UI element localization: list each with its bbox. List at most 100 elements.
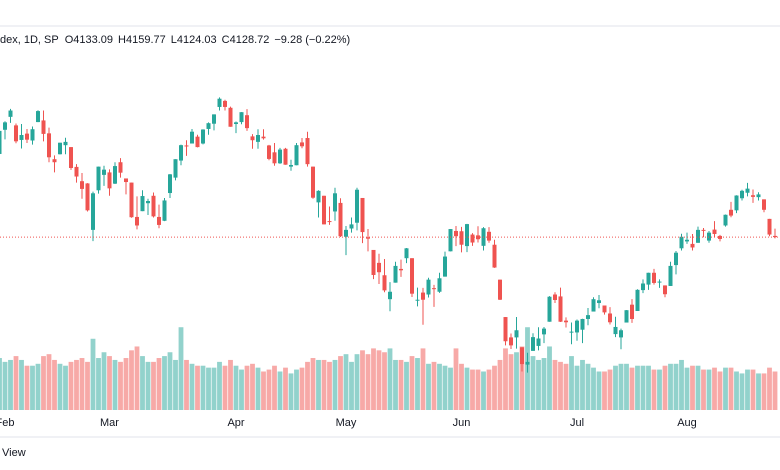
candle-body (531, 337, 535, 351)
candle-body (135, 216, 139, 226)
volume-bar (481, 371, 486, 410)
candle-body (569, 331, 574, 333)
volume-bar (294, 369, 299, 410)
candle-body (443, 256, 447, 277)
candle-body (613, 326, 618, 335)
ohlc-label: O (65, 34, 74, 46)
volume-bar (629, 367, 635, 410)
volume-bar (668, 363, 673, 410)
candle-body (305, 138, 310, 165)
candle-body (421, 292, 425, 300)
volume-bar (8, 359, 13, 410)
volume-bar (327, 361, 332, 410)
volume-bar (299, 367, 305, 410)
candle-body (327, 221, 332, 223)
volume-bar (0, 358, 2, 410)
candle-body (652, 272, 656, 283)
candle-body (140, 196, 145, 212)
candle-body (19, 135, 24, 140)
volume-bar (360, 350, 365, 410)
ohlc-label: C (222, 34, 230, 46)
volume-bar (222, 365, 228, 410)
candle-body (25, 133, 29, 140)
candle-body (278, 149, 282, 164)
ohlc-value: 4124.03 (177, 34, 217, 46)
candle-body (168, 174, 172, 194)
volume-bar (453, 348, 459, 410)
candle-body (8, 110, 13, 117)
volume-bar (739, 373, 745, 410)
candle-body (41, 120, 46, 134)
volume-bar (63, 365, 68, 410)
candle-body (756, 194, 761, 198)
volume-bar (52, 359, 57, 410)
chart-title: dex, 1D, SP (0, 34, 59, 46)
candle-body (162, 200, 167, 221)
volume-bar (13, 356, 19, 410)
x-tick-label: Jun (453, 417, 471, 429)
volume-bar (679, 359, 684, 410)
volume-bar (283, 367, 288, 410)
volume-bar (712, 367, 717, 410)
candle-body (580, 318, 585, 330)
candle-body (410, 258, 414, 294)
candle-body (366, 237, 370, 239)
footer-text: View (2, 447, 26, 459)
candle-body (734, 195, 739, 211)
candle-body (591, 299, 596, 312)
volume-bar (129, 350, 134, 410)
candle-body (586, 315, 590, 319)
volume-bar (156, 358, 162, 410)
volume-bar (101, 352, 107, 410)
candle-body (245, 115, 249, 129)
volume-bar (503, 348, 508, 410)
candle-body (509, 337, 513, 346)
volume-bar (602, 371, 607, 410)
candle-body (547, 296, 552, 322)
candle-body (250, 136, 255, 141)
volume-bar (591, 367, 596, 410)
candle-body (657, 281, 662, 283)
candle-body (173, 159, 178, 178)
volume-bar (376, 350, 382, 410)
candle-body (294, 145, 299, 166)
volume-bar (580, 359, 585, 410)
volume-bar (492, 365, 497, 410)
candle-body (679, 236, 684, 249)
candle-body (723, 214, 728, 226)
candle-body (0, 130, 2, 154)
candle-body (498, 279, 502, 300)
volume-bar (607, 369, 613, 410)
x-tick-label: Aug (677, 417, 697, 429)
candle-body (377, 262, 381, 273)
volume-bar (514, 352, 519, 410)
volume-bar (107, 356, 112, 410)
volume-bar (552, 359, 558, 410)
candle-body (316, 190, 321, 203)
candle-body (371, 249, 376, 275)
volume-bar (140, 356, 145, 410)
candle-body (47, 133, 51, 158)
volume-bar (96, 358, 101, 410)
volume-bar (30, 365, 35, 410)
candle-body (300, 142, 304, 147)
candle-body (58, 142, 62, 155)
volume-bar (74, 359, 79, 410)
volume-bar (46, 354, 52, 410)
volume-bar (200, 365, 206, 410)
change-label: −9.28 (−0.22%) (274, 34, 350, 46)
candle-body (344, 229, 348, 237)
candle-body (602, 305, 607, 313)
volume-bar (310, 358, 316, 410)
volume-bar (618, 363, 624, 410)
volume-bar (772, 371, 778, 410)
candle-body (85, 183, 90, 211)
volume-bar (371, 348, 376, 410)
volume-bar (79, 358, 85, 410)
candle-body (575, 320, 579, 333)
candle-body (525, 361, 530, 365)
candle-body (190, 131, 194, 144)
volume-bar (338, 356, 343, 410)
volume-bar (541, 358, 547, 410)
candle-body (729, 209, 733, 216)
